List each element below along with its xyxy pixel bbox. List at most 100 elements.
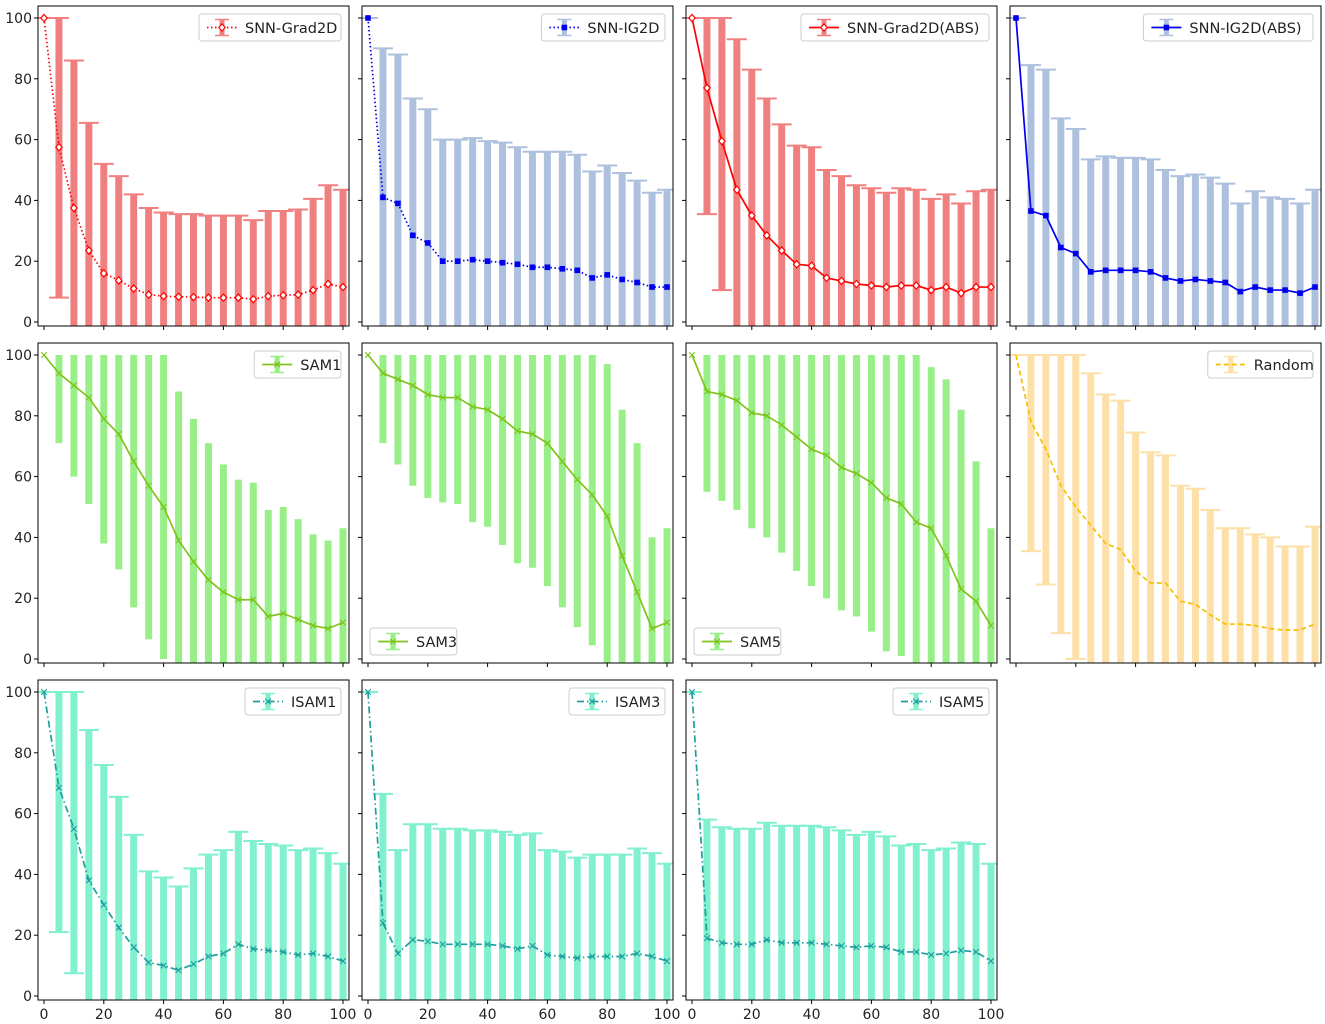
data-point [264,291,273,301]
data-point [469,403,476,410]
data-point [1073,250,1079,257]
data-point [687,13,697,23]
data-point [175,537,182,544]
data-point [1192,276,1199,283]
data-point [439,258,446,264]
data-point [204,293,213,303]
data-point [823,941,830,948]
plot-area [686,688,997,1000]
data-point [379,919,387,927]
plot-area [686,13,997,326]
plot-area [1010,15,1321,326]
data-point [364,351,372,359]
plot-area [38,13,349,326]
data-point [55,370,63,377]
data-point [514,427,521,435]
data-point [145,959,152,966]
data-point [309,622,317,629]
data-point [265,947,272,954]
panel-snn-grad2d-abs: SNN-Grad2D(ABS) [682,5,998,330]
data-point [499,942,506,950]
panel-isam3: 0 20 40 60 80 100 ISAM3 [358,679,681,1023]
legend: ISAM5 [892,687,990,716]
data-point [633,588,641,596]
data-point [1102,267,1109,274]
x-tick-label: 20 [419,1007,437,1023]
data-point [499,259,506,266]
panel-random: Random [1006,342,1322,667]
data-point [220,588,227,596]
data-point [942,552,950,559]
data-point [85,877,93,884]
legend: SNN-Grad2D(ABS) [800,13,990,42]
panel-sam5: SAM5 [682,342,998,667]
x-tick-label: 100 [654,1007,681,1023]
data-point [732,185,741,195]
data-point [160,962,167,969]
data-point [663,957,671,965]
data-point [748,941,755,948]
axes-frame [685,342,998,664]
data-point [1117,267,1124,274]
data-point [619,276,625,283]
data-point [808,939,815,946]
legend: SAM1 [253,350,342,379]
data-point [145,482,152,489]
data-point [144,290,153,300]
data-point [439,941,446,948]
data-point [649,284,655,290]
data-point [897,281,906,291]
data-point [927,285,936,295]
data-point [853,944,860,951]
x-tick-label: 40 [155,1007,173,1023]
data-point [339,957,347,965]
data-point [688,688,696,696]
data-point [484,941,491,948]
data-point [574,476,581,483]
data-point [777,246,786,256]
data-point [1237,288,1244,295]
data-point [339,619,347,626]
data-point [409,382,417,389]
series-line [367,691,668,962]
y-tick-label: 40 [14,867,32,883]
x-tick-label: 40 [803,1007,821,1023]
y-tick-label: 80 [14,72,32,88]
data-point [942,950,950,957]
data-point [115,430,122,438]
data-point [280,948,287,956]
data-point [484,258,491,264]
plot-area [688,351,995,663]
x-tick-label: 80 [274,1007,292,1023]
data-point [913,519,920,526]
legend: SAM3 [369,627,458,656]
data-point [763,412,770,419]
data-point [713,638,721,645]
data-point [1058,244,1064,251]
data-point [234,293,243,303]
data-point [395,200,401,207]
data-point [54,142,63,152]
data-point [604,953,611,960]
data-point [544,951,551,959]
data-point [100,415,107,423]
data-point [718,391,726,398]
data-point [957,585,965,593]
series-line [1015,354,1316,631]
data-point [972,598,980,605]
axes-frame [1009,342,1322,664]
data-point [957,288,966,298]
data-point [1177,278,1184,284]
data-point [280,610,287,617]
data-point [1252,284,1258,290]
data-point [235,941,242,948]
legend-label: Random [1254,358,1314,374]
data-point [100,901,107,908]
data-point [838,464,845,471]
data-point [394,950,402,957]
data-point [1147,269,1154,275]
y-tick-label: 0 [23,989,32,1005]
data-point [514,261,521,268]
y-tick-label: 0 [23,315,32,331]
data-point [410,232,416,239]
